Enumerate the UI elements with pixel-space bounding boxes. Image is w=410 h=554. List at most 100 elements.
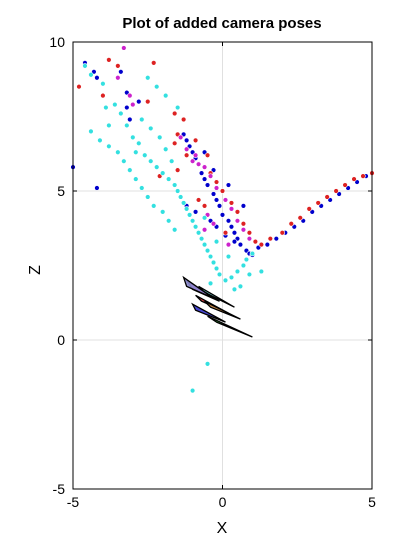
data-point: [360, 173, 366, 179]
data-point: [100, 81, 106, 87]
data-point: [204, 182, 211, 188]
data-point: [127, 167, 133, 173]
data-point: [168, 158, 175, 164]
x-tick-label: -5: [67, 494, 80, 510]
data-point: [234, 268, 241, 275]
data-point: [160, 170, 166, 176]
data-point: [228, 224, 235, 230]
data-point: [204, 152, 211, 158]
camera-frustum: [182, 275, 214, 299]
data-point: [201, 203, 208, 209]
data-point: [210, 191, 217, 197]
data-point: [171, 110, 178, 117]
data-point: [240, 227, 247, 233]
data-point: [213, 238, 220, 245]
data-point: [210, 259, 217, 266]
data-point: [88, 72, 94, 78]
data-point: [210, 221, 217, 227]
data-point: [201, 227, 208, 233]
data-point: [237, 283, 244, 290]
data-point: [243, 256, 250, 263]
data-point: [216, 203, 223, 209]
data-point: [171, 227, 178, 233]
data-point: [252, 238, 259, 245]
data-point: [198, 170, 205, 176]
data-point: [139, 185, 145, 191]
data-point: [157, 134, 163, 141]
camera-frustum: [191, 302, 226, 323]
data-point: [100, 92, 106, 99]
data-point: [288, 221, 294, 227]
data-point: [213, 179, 220, 185]
data-point: [76, 83, 82, 90]
data-point: [94, 75, 100, 81]
data-point: [228, 206, 235, 212]
x-axis-label: X: [217, 520, 228, 537]
data-point: [127, 92, 133, 99]
data-point: [225, 241, 232, 248]
data-point: [165, 176, 172, 182]
data-point: [142, 152, 148, 158]
data-point: [124, 104, 130, 111]
data-point: [267, 235, 274, 242]
data-point: [183, 152, 190, 158]
data-point: [112, 101, 118, 108]
data-point: [204, 247, 211, 254]
data-point: [189, 158, 196, 164]
data-point: [249, 250, 256, 257]
chart-title: Plot of added camera poses: [122, 15, 321, 32]
data-point: [171, 182, 178, 188]
data-point: [201, 176, 208, 182]
data-point: [151, 60, 157, 66]
data-point: [106, 122, 112, 129]
data-point: [186, 212, 193, 218]
data-point: [231, 238, 238, 245]
data-point: [246, 271, 253, 278]
data-point: [183, 146, 190, 152]
data-point: [216, 271, 223, 278]
data-point: [183, 137, 190, 144]
data-point: [297, 215, 303, 221]
y-tick-label: 0: [57, 332, 65, 348]
data-point: [351, 176, 357, 182]
data-point: [106, 57, 112, 63]
data-point: [195, 230, 202, 236]
data-point: [198, 235, 205, 242]
data-point: [225, 253, 232, 260]
data-point: [192, 224, 199, 230]
data-point: [204, 361, 211, 367]
data-point: [171, 140, 178, 147]
data-point: [94, 185, 100, 191]
data-point: [246, 230, 253, 236]
data-point: [133, 149, 139, 155]
data-point: [279, 230, 285, 236]
data-point: [162, 146, 169, 152]
data-point: [195, 161, 202, 167]
data-point: [162, 92, 169, 99]
data-point: [183, 206, 190, 212]
data-point: [148, 158, 154, 164]
data-point: [306, 206, 312, 212]
data-point: [151, 203, 157, 209]
data-point: [333, 188, 339, 194]
x-tick-label: 5: [368, 494, 376, 510]
data-point: [240, 203, 247, 209]
data-point: [201, 241, 208, 248]
data-point: [97, 137, 103, 144]
data-point: [192, 152, 199, 158]
data-point: [219, 212, 226, 218]
data-point: [264, 241, 271, 248]
y-tick-label: 5: [57, 183, 65, 199]
data-point: [228, 274, 235, 281]
data-point: [106, 143, 112, 150]
data-point: [115, 63, 121, 69]
data-point: [258, 268, 265, 275]
data-point: [139, 116, 145, 123]
data-point: [115, 149, 121, 155]
data-point: [118, 110, 124, 117]
data-point: [174, 104, 181, 111]
data-point: [136, 140, 142, 147]
data-point: [192, 209, 199, 215]
data-point: [82, 63, 88, 69]
data-point: [180, 116, 187, 123]
